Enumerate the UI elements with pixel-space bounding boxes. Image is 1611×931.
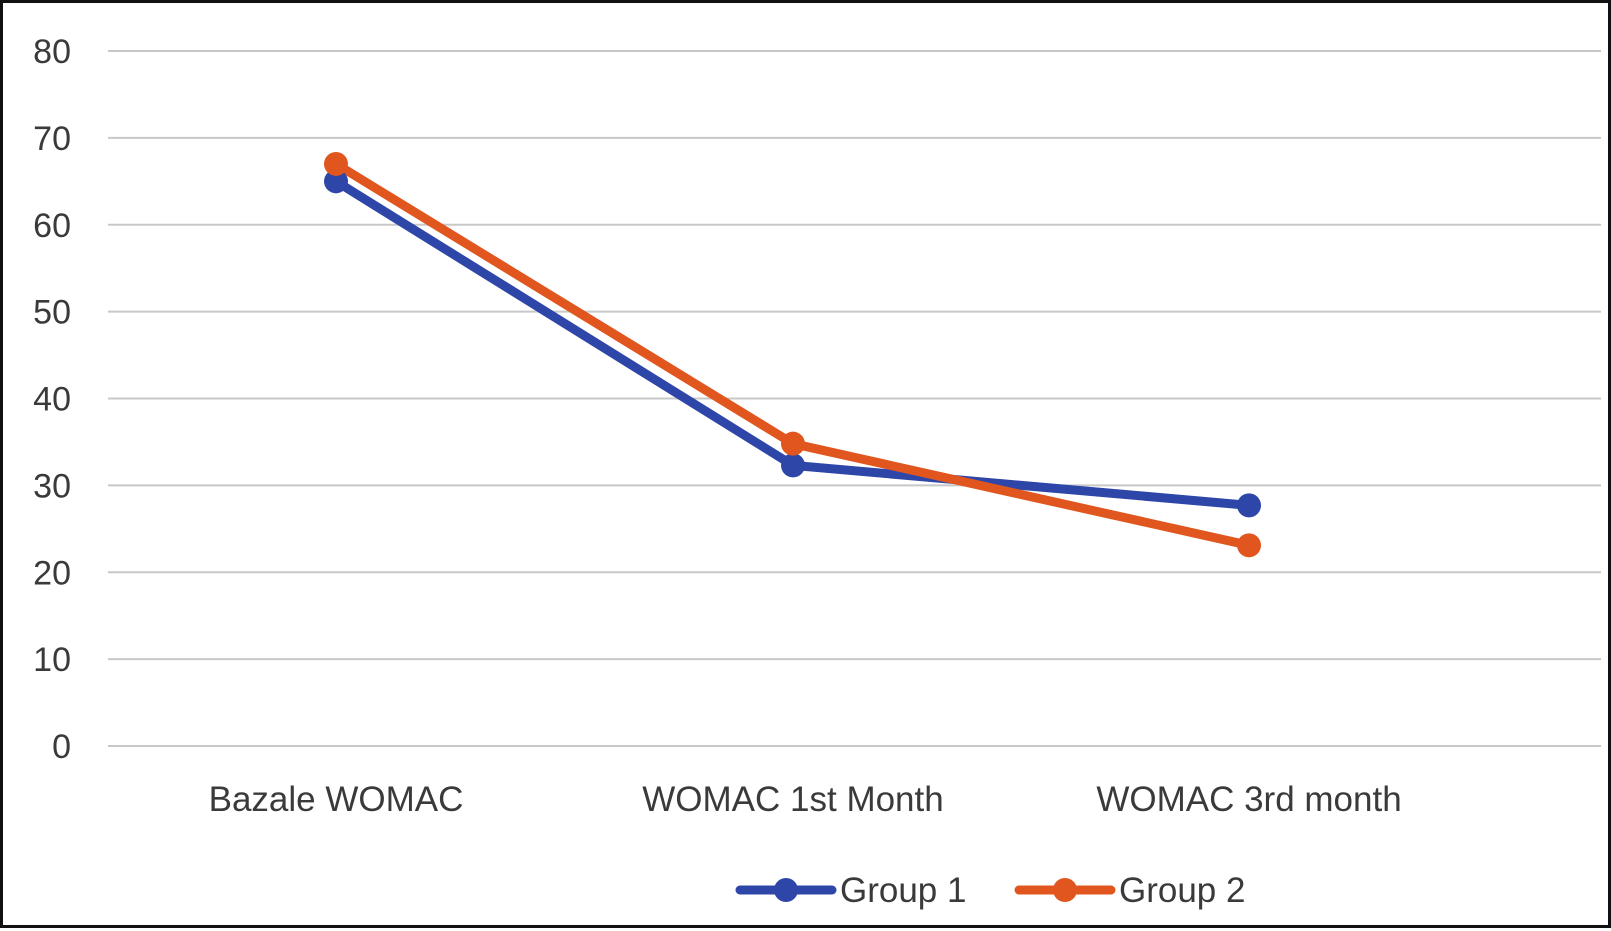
legend-label-group-2: Group 2 xyxy=(1119,871,1245,910)
x-axis-categories: Bazale WOMAC WOMAC 1st Month WOMAC 3rd mon… xyxy=(209,780,1402,819)
y-tick-label-30: 30 xyxy=(33,467,71,505)
legend-marker-group-2 xyxy=(1053,878,1077,902)
line-chart: 0 10 20 30 40 50 60 70 80 Bazale WOMAC WOMAC 1st … xyxy=(33,33,1601,910)
data-point-group-2-1 xyxy=(324,151,348,176)
x-category-label: WOMAC 3rd month xyxy=(1096,780,1401,819)
x-category-label: WOMAC 1st Month xyxy=(642,780,943,819)
y-tick-label-40: 40 xyxy=(33,381,71,419)
y-axis-ticks: 0 10 20 30 40 50 60 70 80 xyxy=(33,33,71,766)
series-lines xyxy=(331,159,1254,550)
y-tick-label-10: 10 xyxy=(33,641,71,679)
y-tick-label-50: 50 xyxy=(33,294,71,332)
data-point-group-1-2 xyxy=(781,453,805,478)
legend: Group 1 Group 2 xyxy=(735,871,1245,910)
y-tick-label-80: 80 xyxy=(33,33,71,71)
y-tick-label-20: 20 xyxy=(33,554,71,592)
series-line-group-2 xyxy=(331,159,1254,550)
y-tick-label-0: 0 xyxy=(52,728,71,766)
legend-marker-group-1 xyxy=(774,878,798,902)
data-point-group-1-3 xyxy=(1237,493,1261,518)
data-point-group-1-1 xyxy=(324,169,348,194)
gridlines xyxy=(108,50,1601,747)
y-tick-label-70: 70 xyxy=(33,120,71,158)
y-tick-label-60: 60 xyxy=(33,207,71,245)
legend-label-group-1: Group 1 xyxy=(840,871,966,910)
series-markers xyxy=(324,151,1261,558)
data-point-group-2-3 xyxy=(1237,533,1261,558)
x-category-label: Bazale WOMAC xyxy=(209,780,464,819)
data-point-group-2-2 xyxy=(781,431,805,456)
